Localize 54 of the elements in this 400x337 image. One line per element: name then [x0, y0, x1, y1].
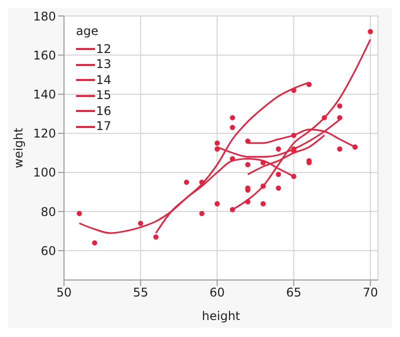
point — [230, 124, 236, 130]
point — [260, 201, 266, 206]
x-tick-label: 55 — [132, 286, 148, 300]
point — [291, 88, 296, 93]
point — [368, 29, 373, 34]
point — [291, 174, 296, 179]
point — [184, 180, 190, 185]
x-tick-label: 50 — [56, 286, 72, 300]
point — [276, 146, 282, 152]
y-tick-label: 60 — [40, 244, 56, 258]
point — [214, 140, 220, 146]
legend-label: 14 — [96, 72, 112, 88]
point — [245, 199, 250, 204]
x-tick-label: 65 — [286, 286, 302, 300]
point — [230, 115, 236, 120]
point — [276, 172, 282, 177]
point — [306, 82, 312, 88]
legend-title: age — [76, 24, 100, 40]
legend-label: 13 — [96, 57, 112, 72]
point — [245, 162, 250, 168]
point — [230, 207, 236, 212]
legend-label: 15 — [96, 88, 112, 104]
y-tick-label: 180 — [33, 9, 56, 24]
point — [291, 132, 296, 138]
point — [260, 184, 266, 189]
point — [322, 115, 327, 120]
point — [92, 240, 98, 246]
point — [214, 146, 220, 152]
x-axis-title: height — [202, 309, 240, 323]
legend-label: 12 — [96, 42, 112, 57]
point — [138, 220, 144, 226]
point — [337, 146, 342, 152]
point — [153, 234, 158, 240]
point — [276, 185, 282, 191]
y-tick-label: 140 — [33, 87, 56, 102]
point — [214, 201, 220, 206]
point — [245, 138, 250, 144]
x-tick-label: 70 — [362, 286, 378, 300]
point — [337, 115, 342, 120]
point — [76, 210, 82, 216]
point — [337, 103, 342, 109]
y-tick-label: 160 — [33, 48, 56, 62]
y-axis-title: weight — [11, 127, 26, 168]
point — [199, 210, 204, 216]
legend-label: 17 — [96, 119, 112, 134]
point — [199, 180, 204, 185]
point — [260, 160, 266, 166]
y-tick-label: 100 — [33, 166, 56, 180]
legend-label: 16 — [96, 104, 112, 119]
x-tick-label: 60 — [210, 286, 225, 300]
y-tick-label: 80 — [40, 204, 56, 219]
point — [230, 156, 236, 162]
point — [352, 144, 358, 150]
y-tick-label: 120 — [33, 126, 56, 141]
